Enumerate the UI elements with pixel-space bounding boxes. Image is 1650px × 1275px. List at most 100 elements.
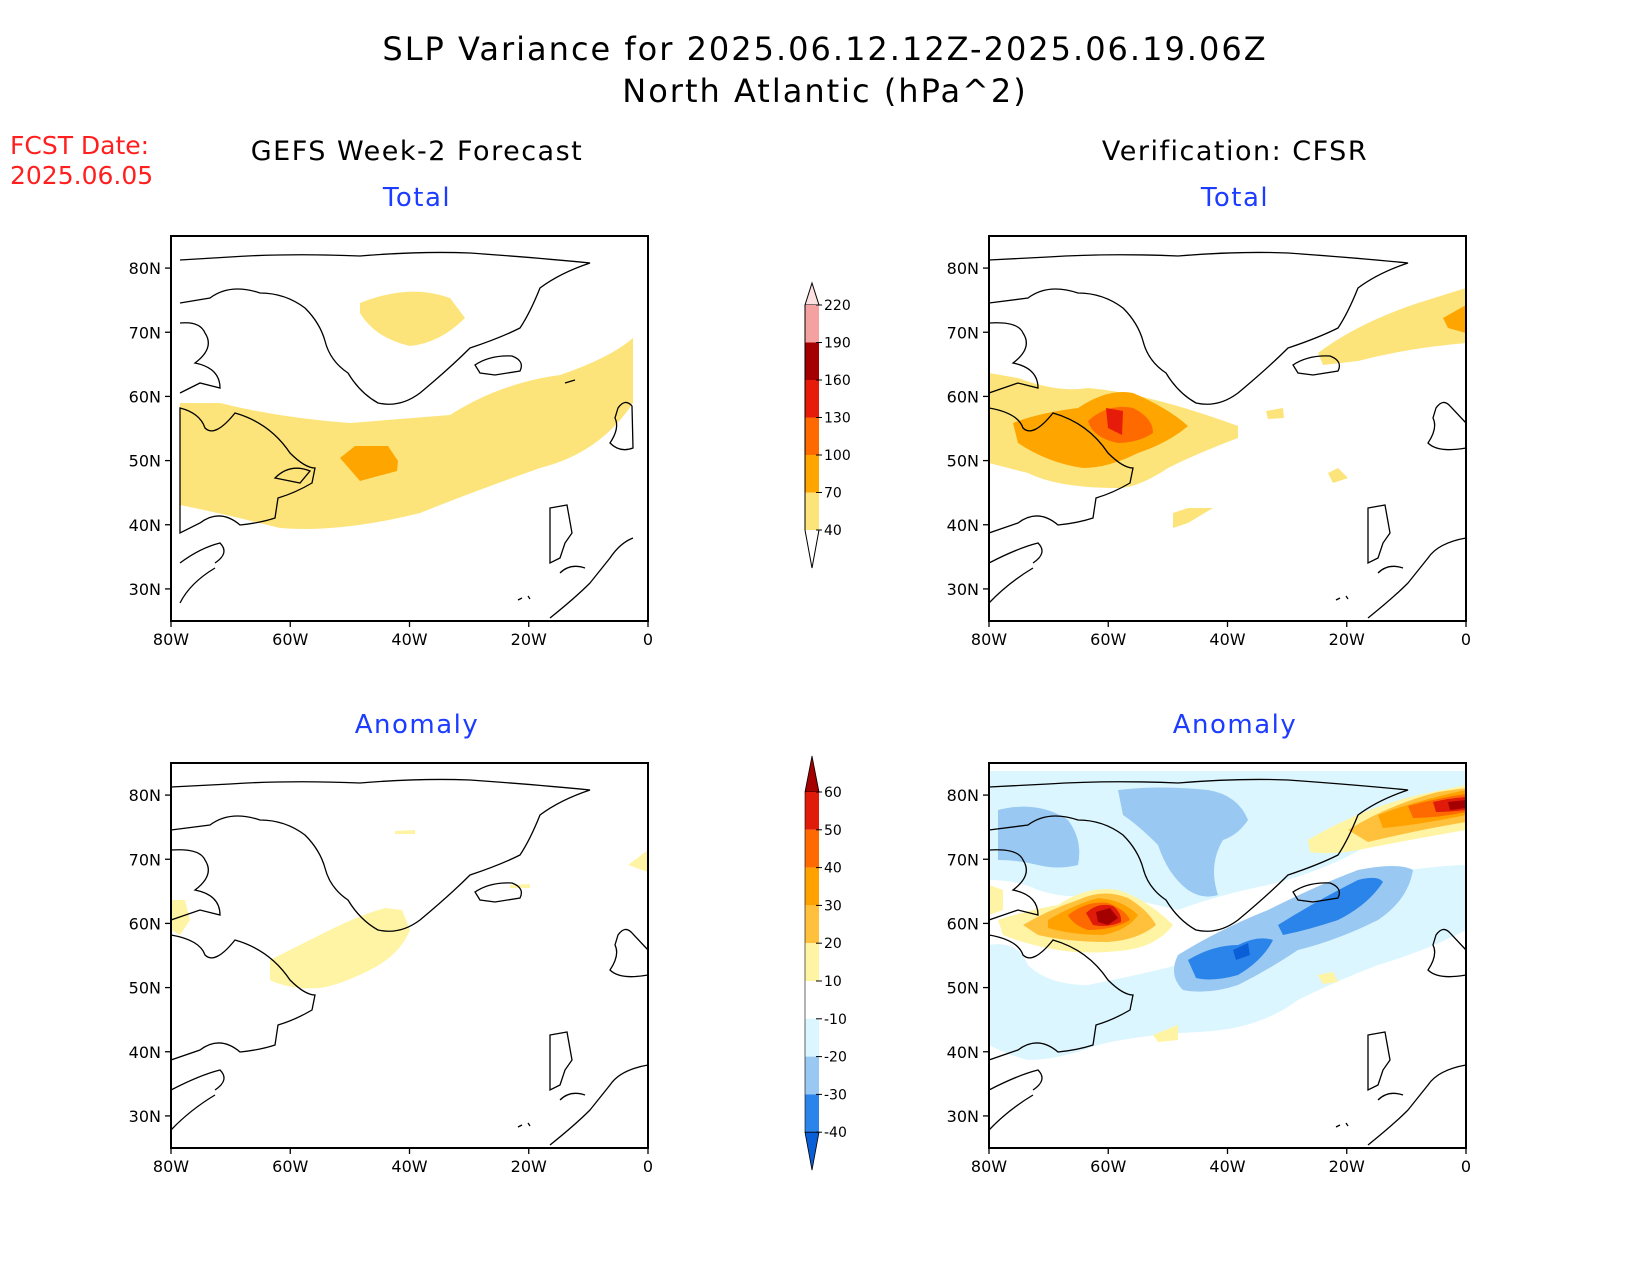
colorbar-label: 100 [824,448,851,464]
lat-tick-label: 80N [947,786,979,805]
contour-m20-m30 [998,806,1080,868]
lat-tick-label: 50N [947,452,979,471]
colorbar-label: 60 [824,785,842,801]
anomaly-colorbar: -40 -30 -20 -10 10 20 30 40 50 60 [804,755,847,1171]
colorbar-label: -30 [824,1087,847,1103]
colorbar-segment [805,905,819,944]
colorbar-segment [805,829,819,868]
cfsr-total-subtitle: Total [1200,183,1270,213]
gefs-total-panel: 80N 70N 60N 50N 40N 30N 80W 60W 40W 20W 0 [129,235,653,649]
lon-tick-label: 80W [153,1157,189,1176]
colorbar-label: 10 [824,974,842,990]
contour-40-70 [1173,508,1213,528]
lat-tick-label: 80N [129,786,161,805]
cfsr-anomaly-shading [989,771,1466,1060]
coastlines [171,778,648,1146]
contour-40-70 [1266,408,1284,419]
contour-m20-m30 [1118,787,1248,897]
contour-10-20 [628,850,648,872]
lon-tick-label: 40W [1209,1157,1245,1176]
contour-70-100 [340,446,398,481]
colorbar-segment [805,455,819,493]
lon-tick-label: 40W [1209,630,1245,649]
lat-tick-label: 30N [947,580,979,599]
contour-10-20 [1318,972,1338,984]
contour-70-100 [1443,305,1466,333]
lon-tick-label: 40W [391,1157,427,1176]
lon-tick-label: 60W [1090,630,1126,649]
colorbar-label: 70 [824,486,842,502]
colorbar-label: 40 [824,861,842,877]
lat-tick-label: 70N [129,323,161,342]
lat-tick-label: 80N [947,259,979,278]
colorbar-segment [805,1094,819,1133]
lat-tick-label: 70N [947,850,979,869]
contour-130-160 [1106,408,1123,435]
lat-tick-label: 60N [129,914,161,933]
colorbar-segment [805,943,819,981]
lon-tick-label: 0 [1461,1157,1471,1176]
lat-tick-label: 50N [129,452,161,471]
coastlines [179,251,634,619]
colorbar-segment [805,492,819,530]
lat-tick-label: 30N [129,1107,161,1126]
lat-tick-label: 40N [129,1043,161,1062]
lat-tick-label: 40N [947,516,979,535]
gefs-total-subtitle: Total [382,183,452,213]
colorbar-bottom-tip [804,1131,820,1171]
colorbar-label: -10 [824,1012,847,1028]
contour-10-20 [395,830,415,834]
contour-60 [1448,800,1466,810]
contour-40-70 [1318,288,1466,365]
lat-tick-label: 40N [947,1043,979,1062]
lat-tick-label: 60N [947,387,979,406]
colorbar-label: 50 [824,823,842,839]
contour-40-70 [360,291,465,346]
colorbar-top-tip [804,755,820,793]
contour-10-20 [270,908,410,989]
lat-tick-label: 80N [129,259,161,278]
contour-60 [1096,908,1118,925]
total-colorbar: 40 70 100 130 160 190 220 [804,281,851,569]
coastlines [989,778,1466,1146]
lat-tick-label: 30N [129,580,161,599]
colorbar-label: -40 [824,1125,847,1141]
lon-tick-label: 80W [971,630,1007,649]
right-column-title: Verification: CFSR [1101,136,1369,167]
colorbar-label: 30 [824,898,842,914]
gefs-total-shading [180,291,633,529]
lat-tick-label: 70N [129,850,161,869]
colorbar-label: 220 [824,298,851,314]
fcst-date: 2025.06.05 [10,161,154,190]
contour-m40 [1233,943,1250,960]
contour-40-70 [180,338,633,529]
contour-m30-m40 [1278,877,1383,935]
colorbar-segment [805,981,819,1019]
cfsr-anomaly-subtitle: Anomaly [1172,710,1298,740]
colorbar-segment [805,792,819,830]
colorbar-segment [805,342,819,380]
colorbar-top-tip [804,281,820,306]
figure-subtitle: North Atlantic (hPa^2) [622,72,1028,110]
lon-tick-label: 20W [1329,630,1365,649]
cfsr-anomaly-panel: 80N 70N 60N 50N 40N 30N 80W 60W 40W 20W 0 [947,762,1471,1176]
cfsr-total-panel: 80N 70N 60N 50N 40N 30N 80W 60W 40W 20W 0 [947,235,1471,649]
figure-title: SLP Variance for 2025.06.12.12Z-2025.06.… [382,30,1268,68]
lat-tick-label: 50N [129,979,161,998]
left-column-title: GEFS Week-2 Forecast [250,136,584,167]
gefs-anomaly-subtitle: Anomaly [354,710,480,740]
contour-m10-m20 [989,771,1466,910]
fcst-label: FCST Date: [10,131,150,160]
gefs-anomaly-panel: 80N 70N 60N 50N 40N 30N 80W 60W 40W 20W 0 [129,762,653,1176]
colorbar-label: 40 [824,523,842,539]
colorbar-label: 130 [824,411,851,427]
contour-10-20 [171,900,190,935]
lat-tick-label: 60N [129,387,161,406]
lon-tick-label: 60W [272,1157,308,1176]
coastlines [989,251,1466,619]
lat-tick-label: 70N [947,323,979,342]
lon-tick-label: 60W [1090,1157,1126,1176]
colorbar-label: -20 [824,1050,847,1066]
contour-40-70 [1328,468,1348,483]
lat-tick-label: 60N [947,914,979,933]
